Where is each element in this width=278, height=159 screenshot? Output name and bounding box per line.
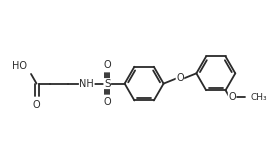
Text: O: O bbox=[228, 92, 236, 102]
Text: O: O bbox=[103, 97, 111, 107]
Text: O: O bbox=[176, 73, 184, 83]
Text: O: O bbox=[103, 60, 111, 70]
Text: O: O bbox=[33, 100, 40, 110]
Text: HO: HO bbox=[12, 61, 27, 71]
Text: S: S bbox=[104, 79, 111, 89]
Text: CH₃: CH₃ bbox=[250, 93, 267, 102]
Text: NH: NH bbox=[80, 79, 94, 89]
